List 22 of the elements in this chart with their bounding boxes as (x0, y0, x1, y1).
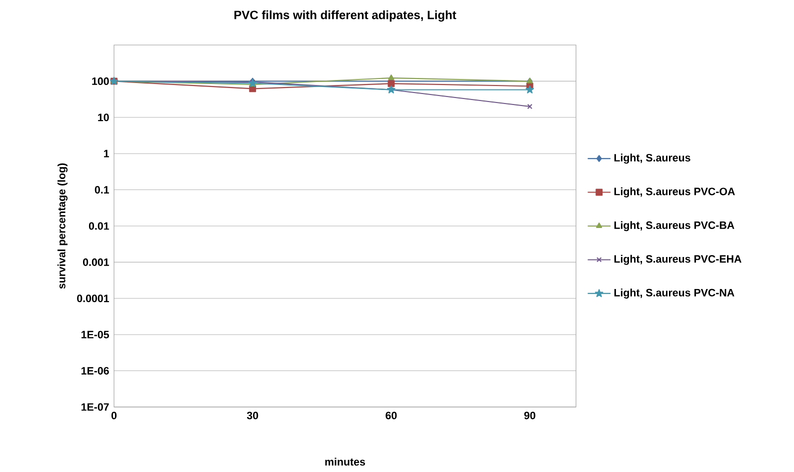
y-axis-title: survival percentage (log) (58, 163, 68, 289)
legend-label: Light, S.aureus (614, 154, 690, 164)
x-tick-label: 90 (524, 412, 536, 420)
chart-title: PVC films with different adipates, Light (234, 10, 456, 22)
x-tick-label: 0 (111, 412, 117, 420)
y-tick-label: 10 (98, 114, 109, 122)
y-tick-label: 100 (92, 77, 109, 85)
y-tick-label: 0.1 (94, 186, 109, 194)
legend-label: Light, S.aureus PVC-OA (614, 187, 735, 198)
y-tick-label: 0.0001 (77, 294, 109, 302)
y-tick-label: 0.001 (83, 258, 109, 266)
x-axis-title: minutes (325, 458, 366, 466)
legend-label: Light, S.aureus PVC-BA (614, 221, 734, 232)
y-tick-label: 1 (104, 150, 109, 158)
legend-label: Light, S.aureus PVC-EHA (614, 254, 742, 265)
y-tick-label: 1E-05 (82, 330, 109, 338)
x-tick-label: 60 (386, 412, 397, 420)
y-tick-label: 1E-06 (82, 367, 109, 375)
x-tick-label: 30 (246, 412, 258, 420)
y-tick-label: 1E-07 (82, 403, 109, 411)
legend-label: Light, S.aureus PVC-NA (614, 288, 734, 299)
y-tick-label: 0.01 (88, 222, 109, 230)
